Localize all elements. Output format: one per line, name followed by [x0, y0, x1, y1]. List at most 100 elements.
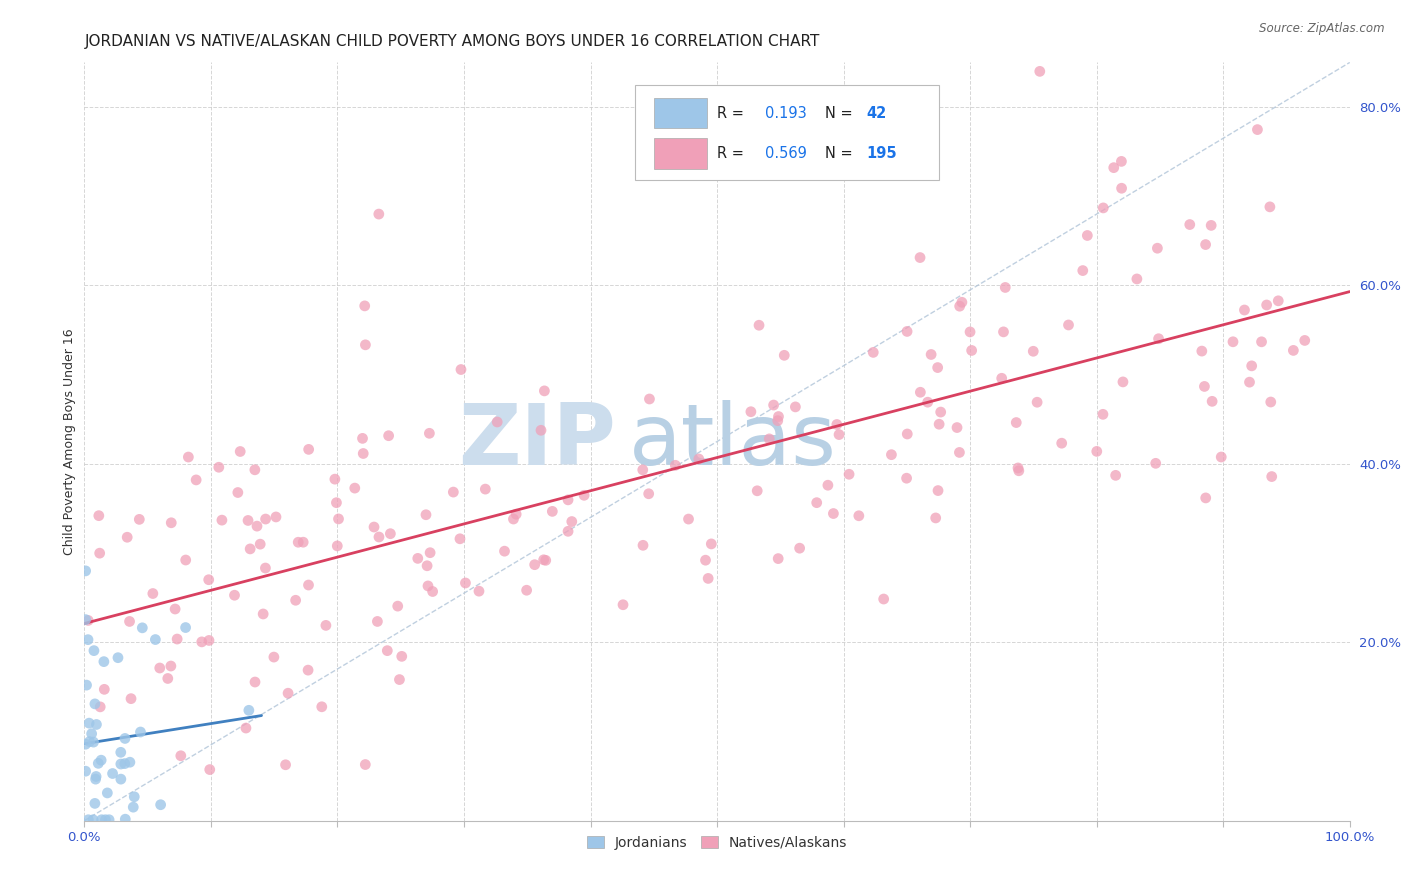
Point: [156, 672, 179, 686]
Point: [114, 731, 136, 746]
Point: [388, 673, 411, 687]
Point: [557, 492, 579, 507]
Point: [1005, 416, 1028, 430]
Point: [252, 607, 274, 621]
Point: [236, 513, 259, 527]
Point: [145, 632, 167, 647]
Point: [664, 458, 686, 473]
Point: [90, 753, 112, 767]
Point: [994, 280, 1017, 294]
Point: [254, 561, 277, 575]
Point: [1071, 263, 1094, 277]
Point: [129, 725, 152, 739]
Point: [1260, 395, 1282, 409]
Point: [110, 745, 132, 759]
Point: [1008, 464, 1031, 478]
Point: [98, 813, 121, 827]
Point: [239, 541, 262, 556]
Point: [678, 512, 700, 526]
Point: [325, 496, 347, 510]
Point: [416, 579, 439, 593]
Text: 0.193: 0.193: [765, 106, 807, 120]
Point: [274, 757, 297, 772]
Point: [77, 632, 100, 647]
Point: [235, 721, 257, 735]
Point: [115, 530, 138, 544]
Point: [873, 592, 896, 607]
Point: [86, 717, 108, 731]
Point: [229, 444, 252, 458]
Point: [83, 643, 105, 657]
Point: [896, 325, 918, 339]
Point: [533, 553, 555, 567]
Point: [254, 512, 277, 526]
Point: [87, 508, 110, 523]
Point: [929, 405, 952, 419]
Point: [785, 400, 807, 414]
Point: [77, 716, 100, 731]
Point: [366, 615, 388, 629]
Point: [1258, 200, 1281, 214]
Point: [243, 463, 266, 477]
FancyBboxPatch shape: [636, 85, 939, 180]
Point: [246, 519, 269, 533]
Point: [1246, 122, 1268, 136]
Point: [297, 663, 319, 677]
Point: [1026, 395, 1049, 409]
Text: Source: ZipAtlas.com: Source: ZipAtlas.com: [1260, 22, 1385, 36]
Point: [224, 588, 246, 602]
Point: [748, 318, 770, 333]
Point: [110, 757, 132, 772]
Point: [186, 473, 208, 487]
Point: [118, 756, 141, 770]
Point: [1111, 154, 1133, 169]
Point: [75, 613, 97, 627]
Point: [838, 467, 860, 482]
Point: [862, 345, 884, 359]
Point: [1076, 228, 1098, 243]
Point: [174, 553, 197, 567]
Point: [354, 757, 377, 772]
Text: N =: N =: [824, 106, 856, 120]
Point: [927, 483, 949, 498]
Point: [1146, 241, 1168, 255]
Point: [766, 414, 789, 428]
Point: [1111, 181, 1133, 195]
Point: [122, 800, 145, 814]
Point: [391, 649, 413, 664]
Point: [993, 325, 1015, 339]
Point: [387, 599, 409, 614]
Point: [697, 571, 720, 585]
Point: [928, 417, 950, 432]
Point: [120, 691, 142, 706]
Point: [1267, 293, 1289, 308]
Point: [1144, 456, 1167, 470]
Text: atlas: atlas: [628, 400, 837, 483]
Point: [823, 507, 845, 521]
Point: [96, 786, 118, 800]
Point: [1194, 237, 1216, 252]
Point: [806, 496, 828, 510]
Point: [93, 655, 115, 669]
Point: [416, 558, 439, 573]
Point: [315, 618, 337, 632]
Point: [352, 431, 374, 445]
Point: [211, 513, 233, 527]
Point: [896, 471, 918, 485]
Text: 0.569: 0.569: [765, 146, 807, 161]
Point: [208, 460, 231, 475]
Point: [1022, 344, 1045, 359]
Text: ZIP: ZIP: [458, 400, 616, 483]
Point: [1261, 469, 1284, 483]
Point: [90, 813, 112, 827]
Point: [149, 797, 172, 812]
Point: [422, 584, 444, 599]
Point: [418, 426, 440, 441]
Point: [406, 551, 429, 566]
Point: [375, 643, 398, 657]
Point: [415, 508, 437, 522]
Point: [910, 385, 932, 400]
Point: [1050, 436, 1073, 450]
Point: [353, 299, 375, 313]
Point: [1102, 161, 1125, 175]
